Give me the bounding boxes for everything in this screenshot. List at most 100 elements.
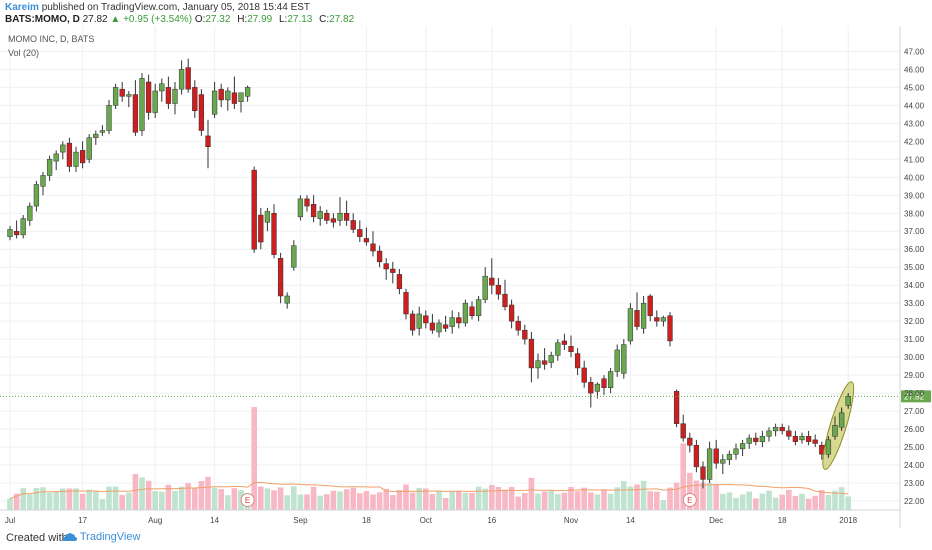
volume-bar: [759, 493, 766, 510]
earnings-marker: [240, 493, 255, 507]
candle-body: [475, 299, 482, 317]
volume-bar: [739, 494, 746, 510]
price-tick-label: 23.00: [904, 479, 925, 488]
chart-header: Kareim published on TradingView.com, Jan…: [0, 0, 932, 26]
candle-body: [469, 306, 475, 317]
volume-bar: [86, 489, 92, 510]
date-tick-label: 16: [487, 516, 496, 525]
candlestick-chart[interactable]: 27.82 E E 47.00 46.00 45.00 44.00 43.00 42.00 41…: [0, 26, 932, 528]
volume-bar: [660, 500, 667, 510]
candle-body: [231, 92, 238, 104]
volume-bar: [33, 488, 40, 510]
candle-body: [423, 315, 429, 324]
candle-body: [555, 342, 561, 356]
volume-bar: [363, 491, 370, 510]
candle-body: [495, 284, 502, 295]
price-tick-label: 30.00: [904, 353, 925, 362]
candle-body: [251, 169, 257, 250]
volume-bar: [792, 495, 799, 510]
candle-body: [561, 340, 568, 345]
candle-body: [284, 295, 290, 304]
candle-body: [218, 88, 224, 101]
candle-body: [462, 302, 469, 324]
volume-bar: [46, 492, 53, 510]
volume-bar: [634, 484, 640, 510]
volume-bars: [7, 407, 851, 510]
volume-bar: [621, 481, 627, 510]
candle-body: [416, 313, 422, 329]
last-price-tag: [901, 390, 931, 403]
candle-body: [343, 213, 350, 221]
volume-bar: [205, 476, 211, 510]
candle-body: [152, 90, 158, 113]
candle-body: [647, 295, 653, 317]
volume-bar: [687, 472, 693, 510]
candle-body: [93, 133, 99, 138]
date-tick-label: 18: [362, 516, 371, 525]
candle-body: [687, 437, 693, 446]
candle-body: [211, 90, 218, 115]
candle-body: [396, 274, 403, 290]
candle-body: [766, 430, 772, 437]
publish-line: Kareim published on TradingView.com, Jan…: [5, 2, 310, 13]
earnings-marker-label: E: [687, 496, 692, 505]
candle-body: [225, 90, 231, 101]
volume-bar: [574, 491, 581, 510]
candle-body: [429, 322, 436, 331]
candle-body: [574, 353, 581, 369]
volume-bar: [541, 491, 548, 510]
candle-body: [350, 220, 356, 230]
volume-bar: [720, 493, 726, 510]
date-tick-label: Dec: [709, 516, 723, 525]
candle-body: [99, 130, 106, 133]
gridlines: [0, 26, 900, 510]
volume-bar: [766, 490, 772, 510]
date-tick-label: Nov: [564, 516, 578, 525]
open-value: 27.32: [205, 14, 231, 25]
date-tick-label: Sep: [293, 516, 308, 525]
candle-body: [159, 83, 165, 92]
volume-bar: [310, 486, 317, 510]
candle-body: [53, 153, 59, 162]
volume-bar: [700, 482, 706, 510]
volume-bar: [324, 494, 330, 510]
volume-bar: [845, 496, 851, 510]
price-tick-label: 31.00: [904, 335, 925, 344]
tradingview-logo[interactable]: TradingView: [63, 531, 140, 543]
volume-bar: [779, 494, 785, 510]
candle-body: [185, 67, 191, 90]
date-tick-label: 17: [78, 516, 87, 525]
candle-body: [73, 151, 79, 167]
cloud-icon: [63, 533, 77, 542]
candle-body: [640, 302, 647, 329]
candle-body: [7, 229, 13, 237]
candle-body: [409, 313, 416, 331]
volume-bar: [7, 498, 13, 510]
symbol-quote-line: BATS:MOMO, D 27.82 ▲ +0.95 (+3.54%) O:27…: [5, 14, 358, 25]
price-change: ▲ +0.95 (+3.54%): [110, 14, 193, 25]
candle-body: [271, 213, 277, 255]
volume-bar: [60, 488, 66, 510]
candle-body: [654, 317, 660, 322]
candle-body: [46, 159, 53, 176]
volume-bar: [581, 487, 587, 510]
price-tick-label: 47.00: [904, 47, 925, 56]
high-value: 27.99: [247, 14, 273, 25]
volume-bar: [304, 494, 310, 510]
candle-body: [832, 425, 838, 437]
author-link[interactable]: Kareim: [5, 2, 39, 13]
candle-body: [297, 198, 304, 218]
volume-bar: [185, 483, 191, 510]
volume-bar: [383, 488, 389, 510]
candle-body: [324, 213, 330, 221]
volume-bar: [429, 493, 436, 510]
candle-body: [838, 412, 845, 428]
candle-body: [277, 257, 284, 297]
volume-bar: [436, 491, 442, 510]
volume-bar: [607, 493, 614, 510]
candle-body: [627, 308, 634, 342]
candle-body: [753, 437, 759, 442]
candle-body: [489, 277, 495, 286]
volume-bar: [218, 489, 224, 510]
candle-body: [825, 439, 832, 455]
